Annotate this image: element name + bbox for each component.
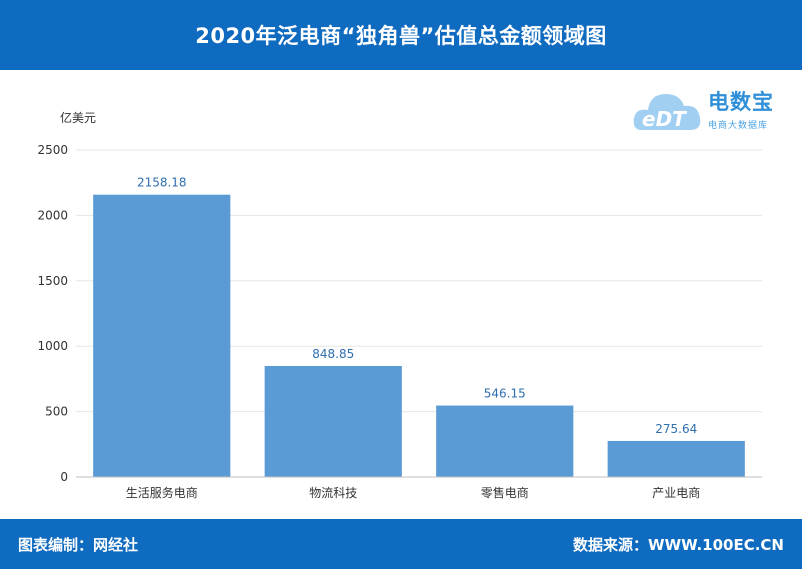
footer-credit: 图表编制：网经社	[18, 535, 139, 554]
data-label: 275.64	[655, 422, 697, 436]
bar	[93, 194, 231, 477]
y-unit-label: 亿美元	[60, 110, 96, 125]
y-tick-label: 0	[60, 470, 68, 484]
y-tick-label: 500	[45, 405, 68, 419]
y-tick-label: 1000	[37, 339, 68, 353]
footer-bar: 图表编制：网经社 数据来源：WWW.100EC.CN	[0, 519, 802, 569]
y-tick-label: 1500	[37, 274, 68, 288]
bar	[264, 365, 402, 477]
cloud-logo-icon: eDT	[633, 94, 701, 131]
category-label: 生活服务电商	[126, 485, 198, 500]
bar	[607, 440, 745, 477]
category-label: 产业电商	[652, 485, 700, 500]
data-label: 2158.18	[137, 176, 187, 190]
category-labels: 生活服务电商 物流科技 零售电商 产业电商	[126, 485, 701, 500]
data-label: 546.15	[484, 387, 526, 401]
y-tick-label: 2500	[37, 143, 68, 157]
bar	[436, 405, 574, 477]
logo-name: 电数宝	[708, 90, 774, 114]
logo-mark: eDT	[642, 107, 687, 131]
category-label: 物流科技	[309, 486, 357, 500]
page-title: 2020年泛电商“独角兽”估值总金额领域图	[195, 24, 607, 48]
y-tick-label: 2000	[37, 208, 68, 222]
bar-chart: 亿美元 0 500 1000 1500 2000 2500 2158.18 848.85 54…	[37, 110, 762, 500]
data-labels: 2158.18 848.85 546.15 275.64	[137, 176, 697, 436]
category-label: 零售电商	[481, 485, 529, 500]
logo-subtitle: 电商大数据库	[708, 121, 769, 131]
header-bar: 2020年泛电商“独角兽”估值总金额领域图	[0, 0, 802, 70]
y-axis-ticks: 0 500 1000 1500 2000 2500	[37, 143, 68, 484]
bars	[93, 194, 745, 477]
footer-source: 数据来源：WWW.100EC.CN	[573, 535, 784, 554]
data-label: 848.85	[312, 347, 354, 361]
